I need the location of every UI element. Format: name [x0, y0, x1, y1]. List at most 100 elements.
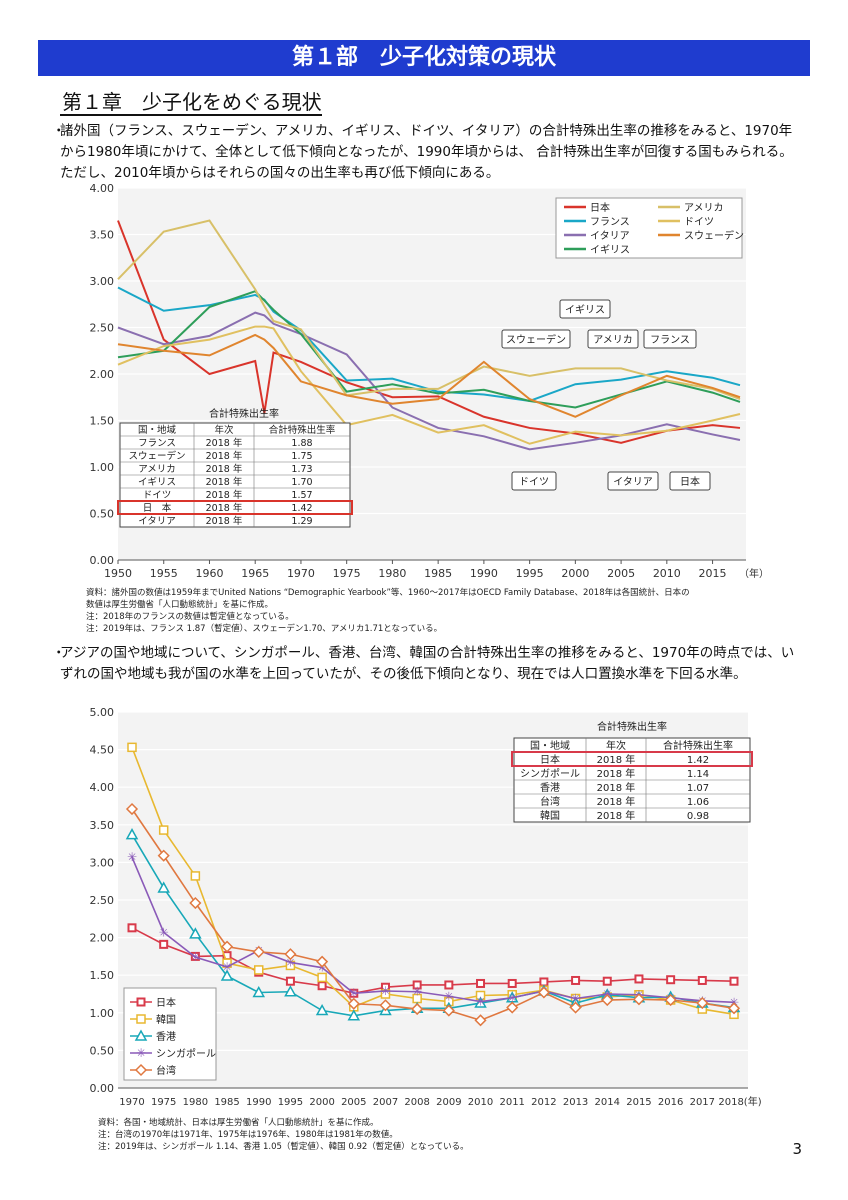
- x-tick-label: 2014: [595, 1097, 620, 1108]
- callout-label: スウェーデン: [506, 333, 566, 346]
- table-cell: 2018 年: [206, 463, 243, 475]
- series-point-台湾: [474, 1014, 487, 1027]
- legend-marker: ✳: [136, 1046, 146, 1060]
- x-tick-label: 1990: [246, 1097, 271, 1108]
- table-cell: 2018 年: [206, 502, 243, 514]
- x-tick-label: 1975: [151, 1097, 176, 1108]
- table-cell: 1.29: [291, 516, 312, 527]
- callout-box: [669, 471, 711, 491]
- callout-label: イタリア: [613, 476, 653, 488]
- paragraph-asia-text: アジアの国や地域について、シンガポール、香港、台湾、韓国の合計特殊出生率の推移を…: [60, 645, 795, 682]
- table-title: 合計特殊出生率: [597, 720, 667, 733]
- series-line-フランス: [117, 286, 741, 402]
- x-tick-label: 1985: [214, 1097, 239, 1108]
- table-cell: ドイツ: [143, 490, 172, 501]
- y-tick-label: 2.50: [90, 894, 115, 907]
- series-point-シンガポール: ✳: [222, 960, 232, 974]
- page-number: 3: [792, 1140, 802, 1158]
- table-cell: 2018 年: [597, 781, 636, 794]
- series-point-香港: [284, 985, 297, 997]
- legend-label: 香港: [156, 1031, 176, 1043]
- legend-box: [555, 197, 743, 259]
- table-cell: アメリカ: [138, 464, 176, 475]
- chapter-title: 第１章 少子化をめぐる現状: [62, 90, 322, 114]
- y-tick-label: 1.50: [90, 415, 115, 428]
- table-cell: 2018 年: [206, 450, 243, 462]
- y-tick-label: 2.00: [90, 932, 115, 945]
- series-point-香港: [189, 927, 202, 939]
- table-cell: スウェーデン: [128, 450, 185, 462]
- series-point-日本: [476, 978, 486, 988]
- series-point-日本: [666, 975, 676, 985]
- series-point-香港: [474, 996, 487, 1008]
- series-point-韓国: [190, 871, 201, 881]
- y-tick-label: 4.00: [90, 182, 115, 195]
- series-point-台湾: [316, 955, 329, 968]
- series-point-台湾: [632, 993, 646, 1006]
- x-tick-label: 1985: [424, 567, 452, 580]
- series-line-日本: [117, 220, 741, 444]
- chart-asia-svg: 0.00 0.50 1.00 1.50 2.00 2.50 3.00 3.50 4.00 4.50…: [90, 706, 762, 1108]
- series-point-日本: [697, 975, 707, 985]
- table-cell: 1.73: [291, 464, 312, 475]
- series-point-台湾: [664, 993, 677, 1007]
- table-cell: 2018 年: [597, 809, 636, 822]
- series-point-香港: [252, 985, 266, 998]
- x-unit-label: （年）: [739, 567, 769, 580]
- table-header-cell: 合計特殊出生率: [663, 739, 733, 752]
- legend-label: フランス: [590, 216, 630, 228]
- x-tick-label: 2005: [341, 1097, 366, 1108]
- series-台湾: [125, 802, 741, 1027]
- y-tick-label: 0.00: [90, 1082, 115, 1095]
- table-cell: 韓国: [540, 810, 560, 822]
- series-point-台湾: [379, 999, 392, 1012]
- paragraph-western-text: 諸外国（フランス、スウェーデン、アメリカ、イギリス、ドイツ、イタリア）の合計特殊…: [60, 123, 793, 181]
- callout-box: [643, 329, 697, 349]
- series-line-ドイツ: [117, 325, 741, 445]
- x-tick-label: 1995: [278, 1097, 303, 1108]
- callout-label: フランス: [650, 334, 690, 346]
- series-point-日本: [317, 981, 327, 991]
- series-point-台湾: [506, 1001, 519, 1014]
- callout-label: イギリス: [565, 304, 605, 316]
- series-point-韓国: [253, 965, 264, 975]
- x-tick-label: 1980: [378, 567, 406, 580]
- series-point-香港: [157, 881, 170, 893]
- legend-label: 韓国: [156, 1014, 176, 1026]
- table-cell: 1.70: [291, 477, 312, 488]
- series-line-スウェーデン: [117, 333, 741, 418]
- legend-marker: [136, 997, 146, 1007]
- series-point-台湾: [157, 849, 170, 862]
- x-tick-label: 1995: [516, 567, 544, 580]
- series-point-台湾: [125, 802, 139, 816]
- y-tick-label: 1.00: [90, 461, 115, 474]
- x-tick-label: 2017: [690, 1097, 715, 1108]
- series-point-シンガポール: ✳: [380, 984, 390, 998]
- chart-western-svg: 0.00 0.50 1.00 1.50 2.00 2.50 3.00 3.50 4.00 1950…: [90, 182, 770, 580]
- y-tick-label: 0.50: [90, 1044, 115, 1057]
- legend-label: アメリカ: [684, 202, 724, 214]
- table-cell: 台湾: [540, 795, 560, 808]
- series-point-日本: [412, 980, 422, 990]
- x-tick-label: 1970: [287, 567, 315, 580]
- chart-asia-notes: 資料：各国・地域統計、日本は厚生労働省「人口動態統計」を基に作成。 注：台湾の1…: [98, 1117, 818, 1153]
- x-tick-label: 1990: [470, 567, 498, 580]
- table-title: 合計特殊出生率: [209, 407, 279, 420]
- table-header-cell: 年次: [214, 424, 234, 436]
- series-point-日本: [507, 978, 517, 988]
- series-point-韓国: [285, 960, 296, 971]
- x-tick-label: 2012: [531, 1097, 556, 1108]
- callout-label: 日本: [680, 475, 700, 488]
- callout-label: ドイツ: [519, 477, 549, 488]
- y-tick-label: 3.00: [90, 275, 115, 288]
- series-point-シンガポール: ✳: [285, 955, 295, 969]
- x-tick-label: 2009: [436, 1097, 461, 1108]
- table-cell: 0.98: [687, 811, 709, 822]
- x-tick-label: 1950: [104, 567, 132, 580]
- series-point-韓国: [317, 972, 327, 983]
- callout-アメリカ: アメリカ: [587, 329, 639, 349]
- series-point-シンガポール: ✳: [475, 995, 485, 1009]
- series-point-香港: [315, 1003, 329, 1016]
- legend-label: シンガポール: [156, 1048, 216, 1060]
